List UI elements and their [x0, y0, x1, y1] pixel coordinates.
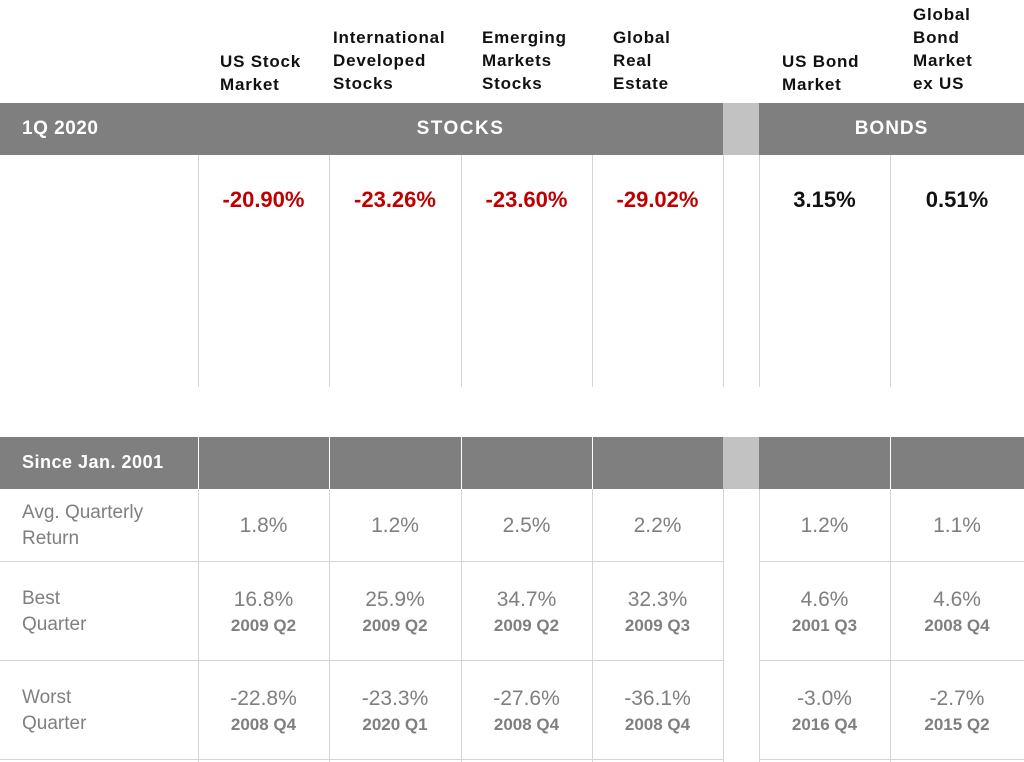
avg-global-bond-ex-us: 1.1%: [933, 514, 981, 537]
return-global-real-estate: -29.02%: [616, 187, 699, 212]
col-header-global-bond-ex-us: Global Bond Market ex US: [913, 5, 973, 93]
divider: [759, 155, 760, 387]
best-date-emerging: 2009 Q2: [493, 616, 560, 635]
best-us-stock: 16.8%: [233, 588, 294, 611]
worst-date-us-bond: 2016 Q4: [791, 715, 858, 734]
return-us-bond: 3.15%: [793, 187, 856, 212]
stocks-label: STOCKS: [416, 118, 505, 139]
worst-global-bond-ex-us: -2.7%: [929, 687, 985, 710]
best-global-real-estate: 32.3%: [627, 588, 688, 611]
best-us-bond: 4.6%: [800, 588, 849, 611]
worst-us-bond: -3.0%: [797, 687, 852, 710]
best-global-bond-ex-us: 4.6%: [933, 588, 981, 611]
return-intl-developed: -23.26%: [354, 187, 436, 212]
avg-emerging: 2.5%: [502, 514, 551, 537]
since-bar-right: [759, 437, 1024, 489]
divider: [723, 155, 724, 387]
return-us-stock: -20.90%: [222, 187, 305, 212]
bonds-label: BONDS: [854, 118, 929, 139]
worst-date-global-bond-ex-us: 2015 Q2: [924, 715, 990, 734]
return-global-bond-ex-us: 0.51%: [925, 187, 989, 212]
best-intl-developed: 25.9%: [365, 588, 425, 611]
divider: [890, 155, 891, 387]
since-bar-gap: [723, 437, 759, 489]
avg-global-real-estate: 2.2%: [633, 514, 682, 537]
best-emerging: 34.7%: [496, 588, 557, 611]
row-divider: [759, 759, 1024, 760]
avg-us-stock: 1.8%: [239, 514, 288, 537]
divider: [461, 489, 462, 762]
row-divider: [0, 660, 723, 661]
row-label-best-quarter: Best Quarter: [22, 588, 87, 635]
row-divider: [759, 561, 1024, 562]
divider: [592, 437, 593, 489]
divider: [723, 489, 724, 762]
period-bar-left: [0, 103, 723, 155]
divider: [329, 489, 330, 762]
divider: [461, 437, 462, 489]
since-label: Since Jan. 2001: [22, 452, 164, 472]
avg-us-bond: 1.2%: [800, 514, 849, 537]
divider: [592, 489, 593, 762]
return-emerging: -23.60%: [485, 187, 568, 212]
col-header-global-real-estate: Global Real Estate: [613, 28, 671, 93]
avg-intl-developed: 1.2%: [371, 514, 419, 537]
row-label-avg-quarterly-return: Avg. Quarterly Return: [22, 502, 144, 549]
best-date-intl-developed: 2009 Q2: [362, 616, 428, 635]
col-header-emerging: Emerging Markets Stocks: [482, 28, 567, 93]
worst-emerging: -27.6%: [493, 687, 560, 710]
period-label: 1Q 2020: [22, 118, 99, 139]
worst-us-stock: -22.8%: [230, 687, 297, 710]
divider: [329, 437, 330, 489]
col-header-us-bond: US Bond Market: [782, 52, 860, 94]
row-divider: [0, 759, 723, 760]
row-divider: [0, 561, 723, 562]
best-date-global-bond-ex-us: 2008 Q4: [924, 616, 990, 635]
divider: [890, 489, 891, 762]
divider: [461, 155, 462, 387]
worst-date-intl-developed: 2020 Q1: [362, 715, 428, 734]
worst-global-real-estate: -36.1%: [624, 687, 691, 710]
row-label-worst-quarter: Worst Quarter: [22, 687, 87, 734]
best-date-us-bond: 2001 Q3: [791, 616, 858, 635]
row-divider: [759, 660, 1024, 661]
best-date-us-stock: 2009 Q2: [230, 616, 297, 635]
col-header-intl-developed: International Developed Stocks: [333, 28, 446, 93]
col-header-us-stock: US Stock Market: [220, 52, 302, 94]
divider: [592, 155, 593, 387]
worst-date-us-stock: 2008 Q4: [230, 715, 297, 734]
divider: [198, 155, 199, 387]
divider: [198, 437, 199, 489]
worst-date-global-real-estate: 2008 Q4: [624, 715, 691, 734]
worst-date-emerging: 2008 Q4: [493, 715, 560, 734]
period-bar-right: [759, 103, 1024, 155]
best-date-global-real-estate: 2009 Q3: [624, 616, 691, 635]
since-bar-left: [0, 437, 723, 489]
divider: [890, 437, 891, 489]
divider: [329, 155, 330, 387]
worst-intl-developed: -23.3%: [361, 687, 429, 710]
divider: [759, 489, 760, 762]
period-bar-gap: [723, 103, 759, 155]
divider: [198, 489, 199, 762]
